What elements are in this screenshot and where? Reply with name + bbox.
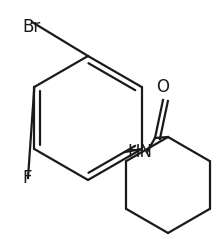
Text: F: F [22, 169, 31, 187]
Text: O: O [156, 78, 169, 96]
Text: HN: HN [127, 143, 152, 161]
Text: Br: Br [22, 18, 40, 36]
